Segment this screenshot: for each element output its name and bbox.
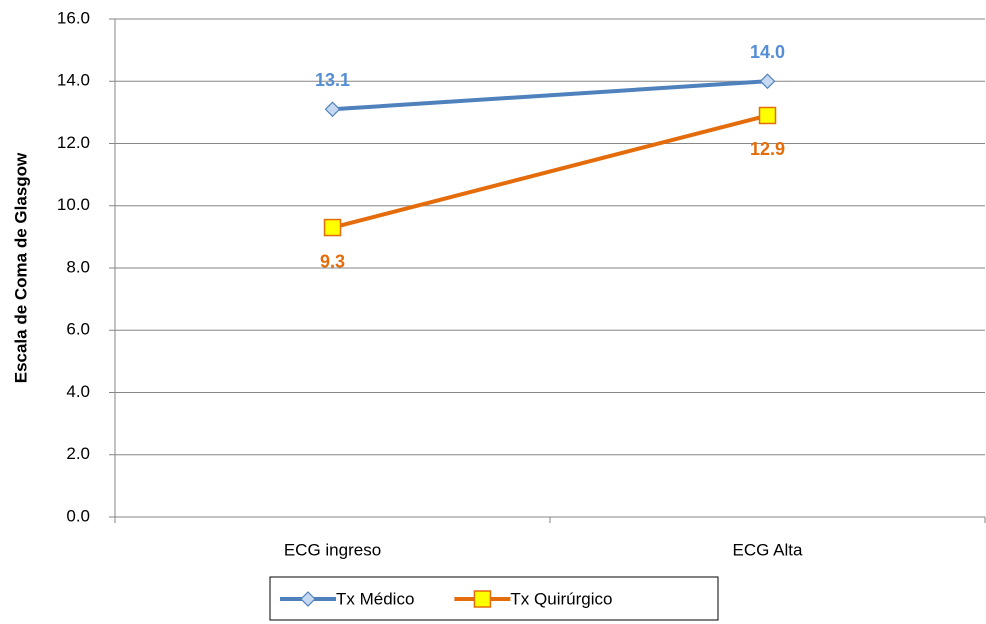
y-axis-label: Escala de Coma de Glasgow bbox=[11, 152, 30, 383]
y-tick-label: 0.0 bbox=[66, 506, 90, 525]
series-line bbox=[332, 113, 768, 230]
data-label: 9.3 bbox=[320, 251, 345, 271]
y-tick-label: 2.0 bbox=[66, 444, 90, 463]
x-tick-label: ECG Alta bbox=[733, 540, 803, 559]
legend-label: Tx Médico bbox=[336, 589, 414, 608]
data-label: 13.1 bbox=[315, 70, 350, 90]
y-tick-label: 8.0 bbox=[66, 257, 90, 276]
data-label: 12.9 bbox=[750, 139, 785, 159]
series-line bbox=[332, 79, 768, 112]
marker bbox=[759, 73, 776, 90]
marker bbox=[323, 218, 342, 237]
marker bbox=[324, 101, 341, 118]
marker bbox=[300, 591, 316, 607]
marker bbox=[758, 106, 777, 125]
marker bbox=[473, 590, 492, 608]
y-tick-label: 14.0 bbox=[57, 71, 90, 90]
y-tick-label: 12.0 bbox=[57, 133, 90, 152]
y-tick-label: 6.0 bbox=[66, 320, 90, 339]
y-tick-label: 10.0 bbox=[57, 195, 90, 214]
y-tick-label: 4.0 bbox=[66, 382, 90, 401]
legend-label: Tx Quirúrgico bbox=[510, 589, 612, 608]
x-tick-label: ECG ingreso bbox=[284, 540, 381, 559]
data-label: 14.0 bbox=[750, 42, 785, 62]
y-tick-label: 16.0 bbox=[57, 8, 90, 27]
legend: Tx Médico Tx Quirúrgico bbox=[269, 576, 719, 621]
